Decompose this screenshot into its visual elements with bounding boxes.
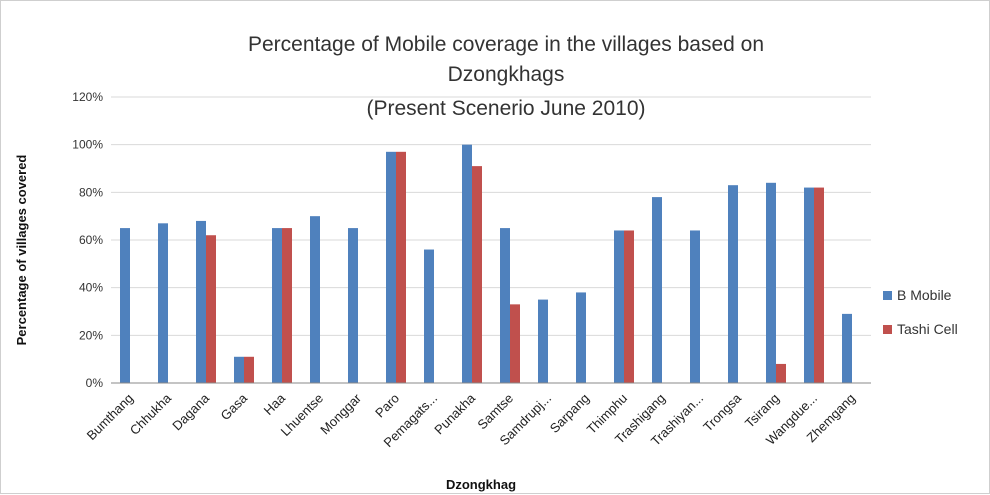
chart-title-line: (Present Scenerio June 2010) [367,97,646,120]
y-tick-label: 20% [79,328,103,342]
bar-b-mobile [310,216,320,383]
bar-tashi-cell [244,356,254,383]
x-category-label: Trongsa [700,390,745,435]
bar-tashi-cell [472,166,482,383]
bar-b-mobile [538,299,548,383]
x-category-label: Paro [372,391,402,421]
x-category-label: Lhuentse [278,391,326,439]
y-tick-label: 60% [79,233,103,247]
bar-tashi-cell [206,235,216,383]
bar-tashi-cell [396,151,406,383]
legend-swatch [883,291,892,300]
bars [120,144,852,383]
bar-b-mobile [576,292,586,383]
chart-title: Percentage of Mobile coverage in the vil… [248,33,764,120]
bar-b-mobile [614,230,624,383]
legend-label: Tashi Cell [897,321,958,337]
bar-b-mobile [462,144,472,383]
gridlines [111,96,871,384]
bar-b-mobile [348,228,358,383]
legend: B Mobile Tashi Cell [883,287,958,337]
bar-tashi-cell [776,363,786,383]
bar-tashi-cell [624,230,634,383]
bar-b-mobile [120,228,130,383]
chart-title-line: Percentage of Mobile coverage in the vil… [248,33,764,56]
x-category-label: Chhukha [127,390,175,438]
bar-b-mobile [842,313,852,383]
legend-label: B Mobile [897,287,952,303]
bar-b-mobile [728,185,738,383]
bar-b-mobile [766,182,776,383]
chart-title-line: Dzongkhags [448,63,565,86]
y-tick-label: 100% [72,138,103,152]
bar-b-mobile [690,230,700,383]
y-axis-ticks: 0% 20% 40% 60% 80% 100% 120% [72,90,103,390]
bar-b-mobile [424,249,434,383]
bar-b-mobile [652,197,662,383]
y-tick-label: 40% [79,281,103,295]
x-category-label: Monggar [317,390,364,437]
legend-swatch [883,325,892,334]
x-axis-title: Dzongkhag [446,477,516,492]
bar-b-mobile [386,151,396,383]
bar-tashi-cell [510,304,520,383]
bar-b-mobile [804,187,814,383]
bar-b-mobile [234,356,244,383]
x-category-label: Bumthang [84,391,137,444]
bar-tashi-cell [814,187,824,383]
x-category-label: Punakha [431,390,478,437]
x-category-label: Gasa [218,390,251,423]
bar-b-mobile [196,220,206,383]
bar-b-mobile [500,228,510,383]
y-tick-label: 120% [72,90,103,104]
bar-tashi-cell [282,228,292,383]
y-tick-label: 80% [79,185,103,199]
y-axis-title: Percentage of villages covered [14,155,29,346]
bar-b-mobile [272,228,282,383]
y-tick-label: 0% [86,376,104,390]
x-category-label: Haa [261,390,289,418]
bar-b-mobile [158,223,168,383]
x-category-label: Dagana [169,390,212,433]
